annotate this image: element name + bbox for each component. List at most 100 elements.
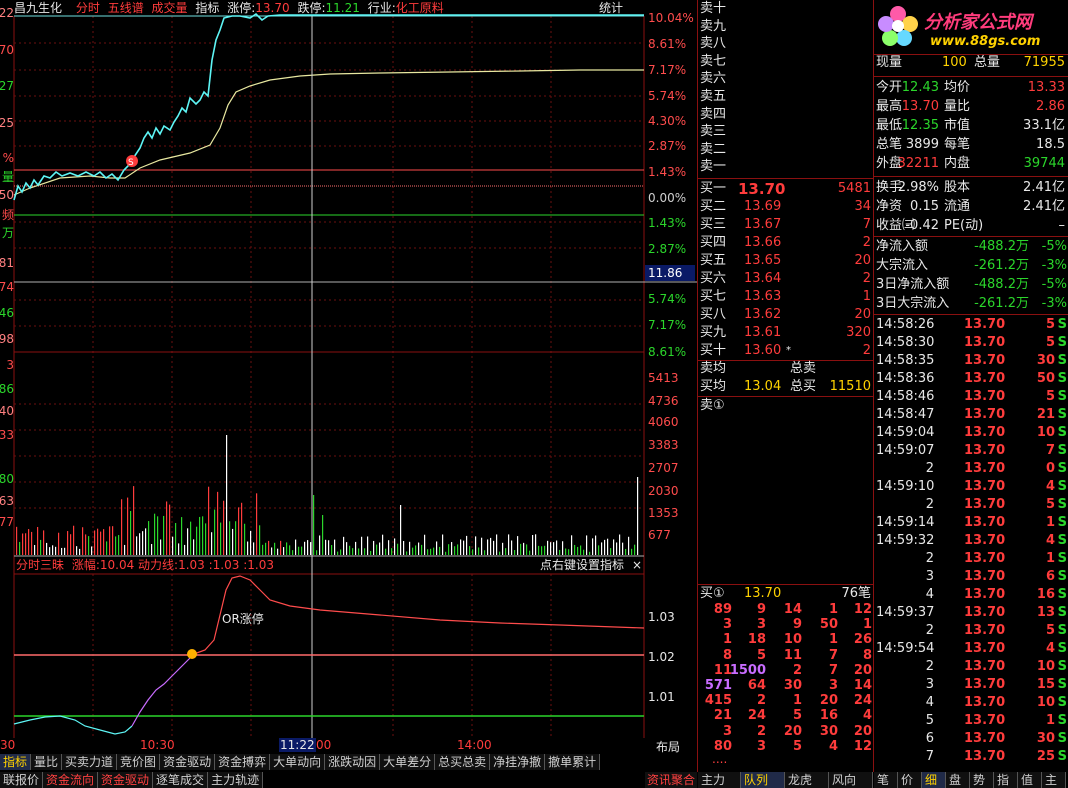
time-label-1030: 10:30 xyxy=(140,738,175,752)
tab-rp-tabs-0[interactable]: 笔 xyxy=(874,772,898,788)
volume-bar xyxy=(508,534,510,555)
buy-level-mark: * xyxy=(786,345,791,356)
tick-volume: 1 xyxy=(1045,515,1055,530)
tab-rp-tabs-2[interactable]: 细 xyxy=(922,772,946,788)
tab-ob-tabs-2[interactable]: 龙虎 xyxy=(785,772,829,788)
volume-bar xyxy=(436,541,438,555)
sell-level-row[interactable]: 卖二 xyxy=(698,141,873,159)
volume-bar xyxy=(613,539,615,555)
stat-label: 市值 xyxy=(944,118,971,133)
buy-level-row[interactable]: 买一 13.70 5481 xyxy=(698,180,873,198)
tab-tabs2-3[interactable]: 逐笔成交 xyxy=(153,772,209,788)
tab-tabs1-7[interactable]: 涨跌动因 xyxy=(325,754,381,770)
queue-row: 11 1500 2 7 20 xyxy=(698,663,873,678)
tick-volume: 5 xyxy=(1045,317,1055,332)
function-tab-bar: 联报价 资金流向 资金驱动 逐笔成交 主力轨迹 xyxy=(0,772,264,788)
volume-bar xyxy=(319,535,321,555)
buy-level-label: 买四 xyxy=(700,235,727,250)
tab-tabs1-4[interactable]: 资金驱动 xyxy=(160,754,216,770)
close-icon[interactable]: × xyxy=(632,558,643,572)
tab-tabs1-0[interactable]: 指标 xyxy=(0,754,32,770)
tick-time: 14:58:46 xyxy=(876,389,935,404)
buy-level-row[interactable]: 买六 13.64 2 xyxy=(698,270,873,288)
buy-level-row[interactable]: 买七 13.63 1 xyxy=(698,288,873,306)
tab-ob-tabs-3[interactable]: 风向 xyxy=(829,772,873,788)
buy-level-row[interactable]: 买二 13.69 34 xyxy=(698,198,873,216)
buy-level-label: 买一 xyxy=(700,181,727,196)
tab-intraday[interactable]: 分时 xyxy=(75,1,100,15)
tab-tabs1-9[interactable]: 总买总卖 xyxy=(435,754,491,770)
volume-bar xyxy=(310,542,312,555)
queue-cell: 16 xyxy=(819,708,838,724)
tab-news[interactable]: 资讯聚合 xyxy=(645,772,698,788)
tab-tabs2-4[interactable]: 主力轨迹 xyxy=(208,772,264,788)
tab-tabs1-5[interactable]: 资金搏弈 xyxy=(215,754,271,770)
sell-level-row[interactable]: 卖一 xyxy=(698,158,873,176)
tab-rp-tabs-7[interactable]: 主 xyxy=(1042,772,1066,788)
sell-level-row[interactable]: 卖十 xyxy=(698,0,873,18)
tab-rp-tabs-5[interactable]: 指 xyxy=(994,772,1018,788)
buy-level-row[interactable]: 买五 13.65 20 xyxy=(698,252,873,270)
buy-level-row[interactable]: 买八 13.62 20 xyxy=(698,306,873,324)
volume-bar xyxy=(532,534,534,555)
tab-rp-tabs-4[interactable]: 势 xyxy=(970,772,994,788)
right-axis-label: 1353 xyxy=(648,506,679,520)
tab-tabs1-6[interactable]: 大单动向 xyxy=(270,754,326,770)
volume-bar xyxy=(535,534,537,555)
tick-row: 3 13.70 15 S xyxy=(874,676,1068,694)
volume-bar xyxy=(25,533,27,555)
buy-level-label: 买九 xyxy=(700,325,727,340)
right-axis-label: 4.30% xyxy=(648,114,686,128)
flow-percent: -3% xyxy=(1041,258,1067,273)
sell-level-row[interactable]: 卖六 xyxy=(698,70,873,88)
tab-tabs2-1[interactable]: 资金流向 xyxy=(43,772,99,788)
volume-bar xyxy=(562,541,564,555)
volume-bar xyxy=(211,532,213,555)
tab-rp-tabs-3[interactable]: 盘 xyxy=(946,772,970,788)
volume-bar xyxy=(268,540,270,555)
tick-side: S xyxy=(1057,425,1067,440)
sell-level-row[interactable]: 卖九 xyxy=(698,18,873,36)
sell-level-row[interactable]: 卖三 xyxy=(698,123,873,141)
buy-level-row[interactable]: 买四 13.66 2 xyxy=(698,234,873,252)
sell-level-row[interactable]: 卖七 xyxy=(698,53,873,71)
tab-tabs1-3[interactable]: 竞价图 xyxy=(117,754,161,770)
tab-tabs1-2[interactable]: 买卖力道 xyxy=(62,754,118,770)
tab-tabs2-2[interactable]: 资金驱动 xyxy=(98,772,154,788)
tab-ob-tabs-1[interactable]: 队列 xyxy=(741,772,785,788)
tick-price: 13.70 xyxy=(964,461,1006,476)
sell-level-row[interactable]: 卖五 xyxy=(698,88,873,106)
tab-rp-tabs-1[interactable]: 价 xyxy=(898,772,922,788)
buy-level-row[interactable]: 买九 13.61 320 xyxy=(698,324,873,342)
layout-button[interactable]: 布局 xyxy=(656,740,681,754)
intraday-chart-panel[interactable]: 昌九生化 分时 五线谱 成交量 指标 涨停:13.70 跌停:11.21 行业:… xyxy=(0,0,697,770)
buy-level-row[interactable]: 买三 13.67 7 xyxy=(698,216,873,234)
indicator-title[interactable]: 分时三昧 xyxy=(16,558,65,572)
stat-label: 今开 xyxy=(876,80,903,95)
tab-ob-tabs-0[interactable]: 主力 xyxy=(698,772,741,788)
price-volume-chart[interactable]: S 11.86 10.04% 8.61% 7.17% 5.74% 4.30% 2.87% 1… xyxy=(0,0,697,770)
tick-row: 14:58:36 13.70 50 S xyxy=(874,370,1068,388)
sell-level-row[interactable]: 卖八 xyxy=(698,35,873,53)
tab-tabs1-10[interactable]: 净挂净撤 xyxy=(490,754,546,770)
tab-volume[interactable]: 成交量 xyxy=(151,1,188,15)
tab-tabs1-11[interactable]: 撤单累计 xyxy=(545,754,601,770)
buy-level-row[interactable]: 买十 13.60 * 2 xyxy=(698,342,873,360)
queue-cell: 30 xyxy=(783,678,802,693)
indicator-hint[interactable]: 点右键设置指标 xyxy=(540,558,625,572)
tab-tabs2-0[interactable]: 联报价 xyxy=(0,772,44,788)
volume-bar xyxy=(574,544,576,555)
stats-button[interactable]: 统计 xyxy=(599,1,624,15)
volume-bar xyxy=(355,541,357,555)
tick-volume: 5 xyxy=(1045,623,1055,638)
tick-time: 5 xyxy=(925,713,934,728)
tick-side: S xyxy=(1057,713,1067,728)
tab-tabs1-8[interactable]: 大单差分 xyxy=(380,754,436,770)
tab-rp-tabs-6[interactable]: 值 xyxy=(1018,772,1042,788)
sell-level-row[interactable]: 卖四 xyxy=(698,106,873,124)
queue-cell: 20 xyxy=(853,723,872,739)
tab-five-line[interactable]: 五线谱 xyxy=(107,1,144,15)
tab-indicator[interactable]: 指标 xyxy=(195,1,220,15)
tab-tabs1-1[interactable]: 量比 xyxy=(31,754,63,770)
volume-bar xyxy=(274,542,276,555)
